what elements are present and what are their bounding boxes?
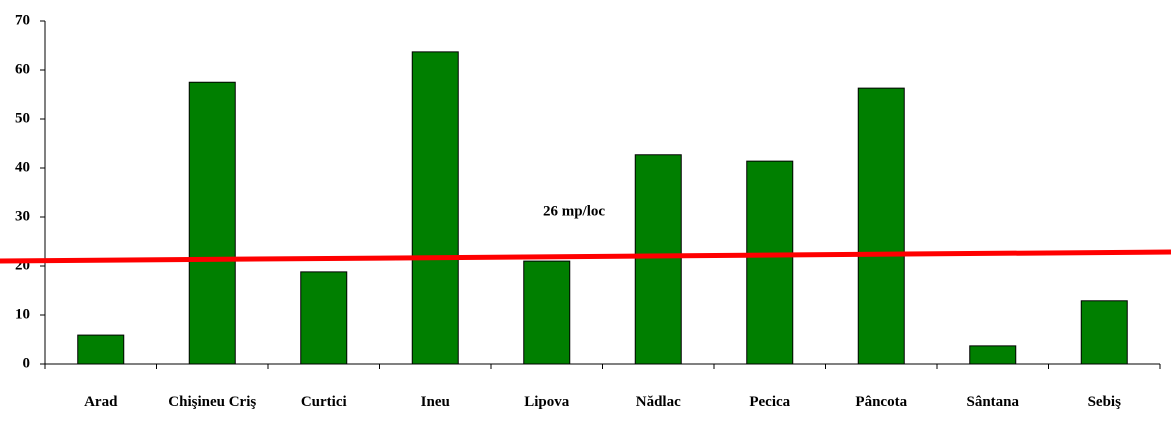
bar xyxy=(857,87,905,365)
x-tick-label: Sântana xyxy=(966,394,1020,410)
x-tick-label: Pâncota xyxy=(855,394,908,410)
bar xyxy=(77,334,125,365)
x-tick-label: Lipova xyxy=(524,394,570,410)
y-tick-label: 50 xyxy=(15,110,30,126)
y-tick-label: 0 xyxy=(23,355,31,371)
bar xyxy=(969,345,1017,365)
x-tick-label: Sebiş xyxy=(1087,394,1121,410)
y-tick-label: 70 xyxy=(15,12,30,28)
bar xyxy=(523,260,571,365)
reference-line xyxy=(0,249,1171,264)
y-tick-label: 60 xyxy=(15,61,30,77)
x-tick-label: Curtici xyxy=(300,394,347,410)
x-tick-label: Arad xyxy=(84,394,118,410)
annotation: 26 mp/loc xyxy=(543,203,605,219)
y-tick-label: 10 xyxy=(15,306,30,322)
x-tick-label: Chişineu Criş xyxy=(168,394,257,410)
bar xyxy=(411,51,459,365)
x-tick-label: Nădlac xyxy=(635,394,681,410)
y-tick-label: 40 xyxy=(15,159,30,175)
bar xyxy=(1080,300,1128,365)
y-tick-label: 30 xyxy=(15,208,30,224)
bar xyxy=(634,154,682,365)
bar xyxy=(300,271,348,365)
x-tick-label: Pecica xyxy=(749,394,791,410)
x-tick-label: Ineu xyxy=(420,394,450,410)
bar xyxy=(188,81,236,365)
bar xyxy=(746,160,794,365)
